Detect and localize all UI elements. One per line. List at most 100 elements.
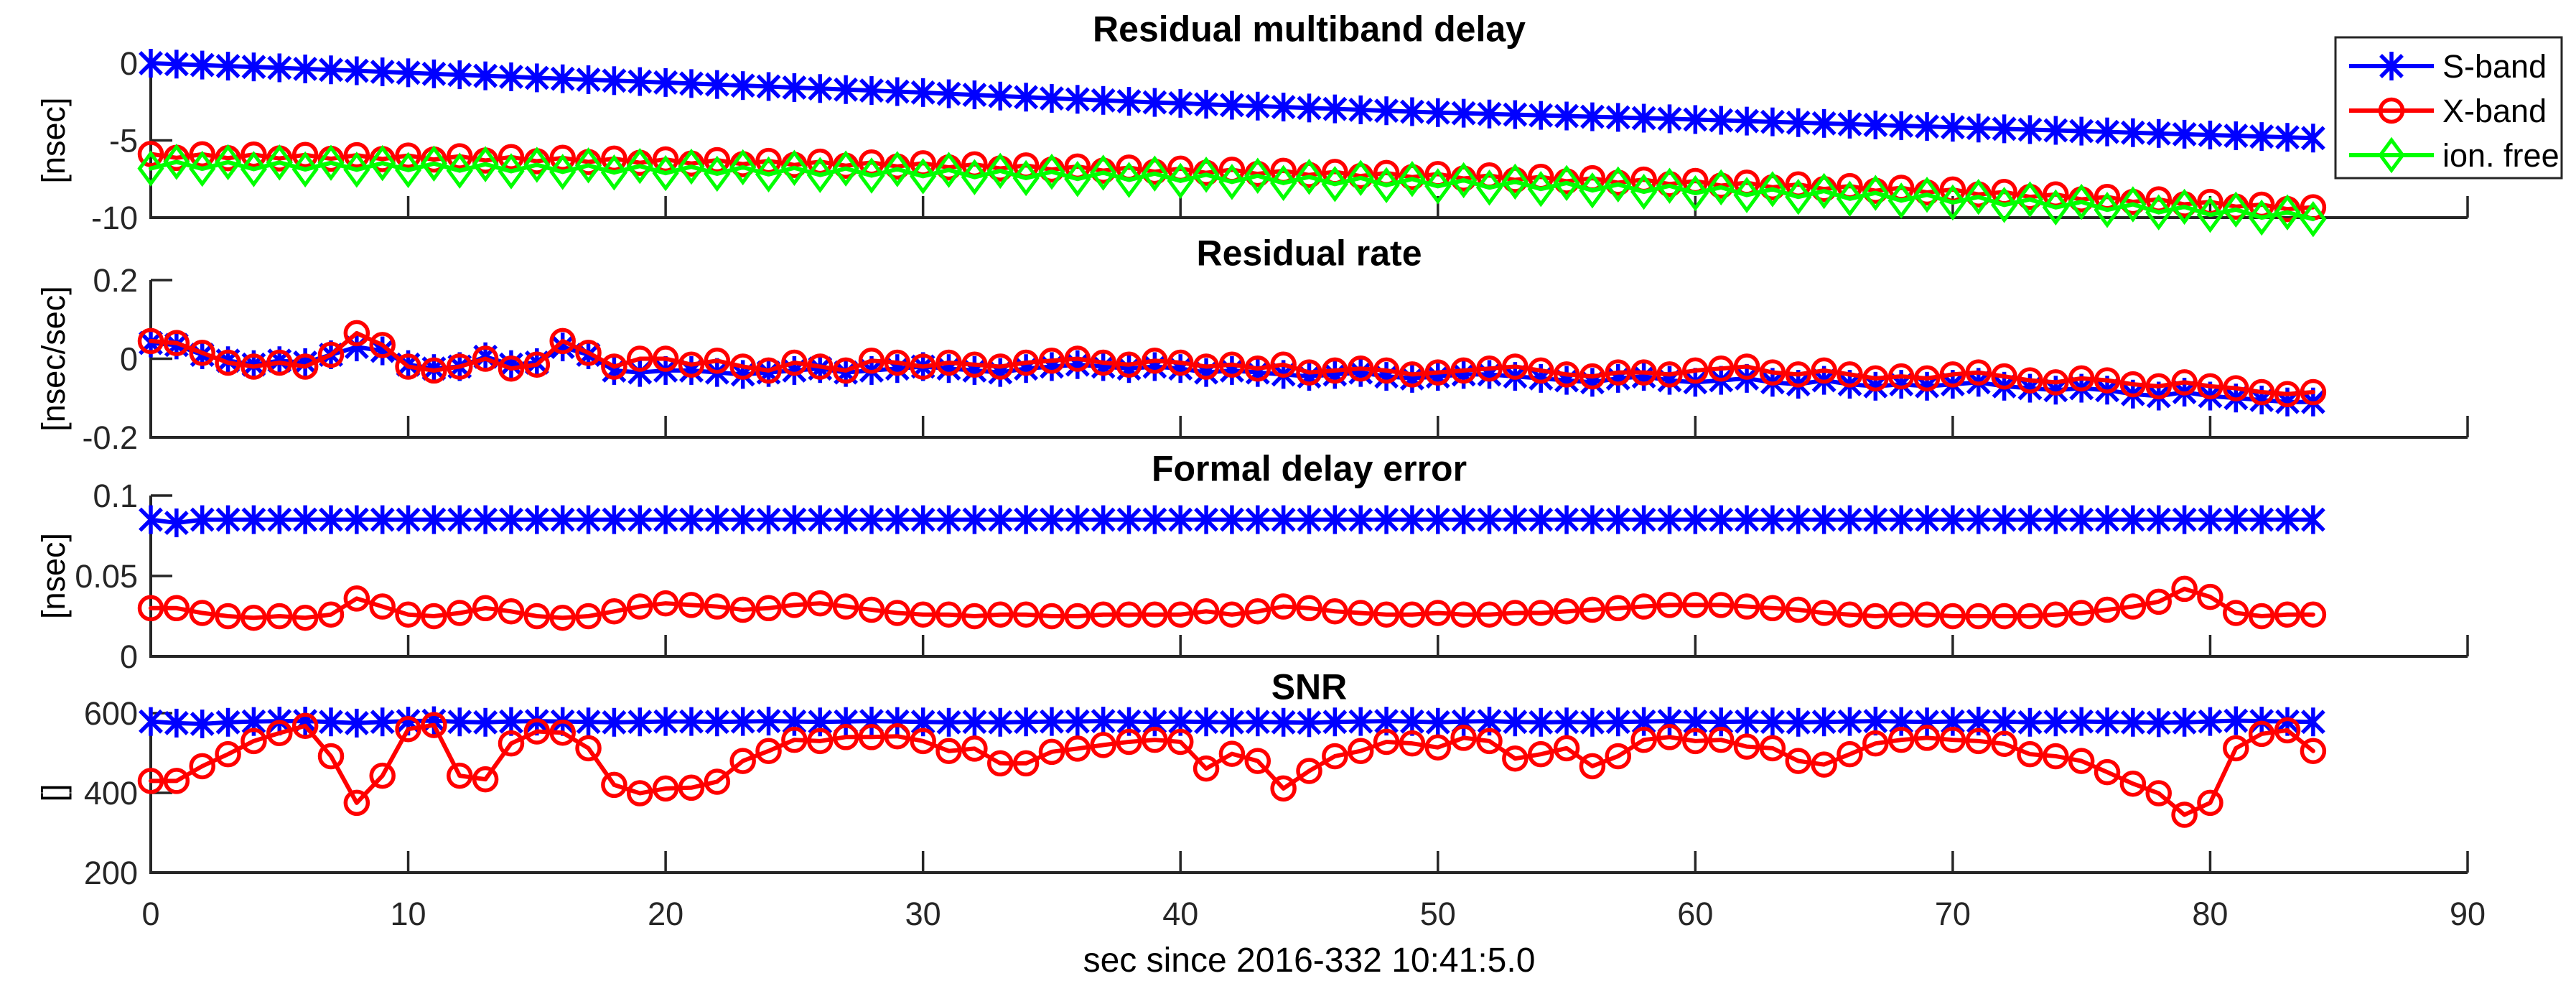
circle-marker <box>1038 738 1065 766</box>
circle-marker <box>961 351 988 378</box>
asterisk-marker <box>756 707 781 736</box>
circle-marker <box>1450 725 1477 751</box>
asterisk-marker <box>447 60 472 90</box>
y-axis-label: [] <box>35 784 72 801</box>
asterisk-marker <box>293 348 318 377</box>
circle-marker <box>1939 603 1966 630</box>
circle-marker <box>729 353 756 380</box>
diamond-marker <box>935 152 963 188</box>
circle-marker <box>2094 758 2121 786</box>
asterisk-marker <box>499 505 523 534</box>
asterisk-marker <box>936 505 961 534</box>
asterisk-marker <box>473 707 498 737</box>
circle-marker <box>1296 359 1322 386</box>
asterisk-marker <box>653 707 678 736</box>
x-tick-label: 60 <box>1677 896 1713 932</box>
circle-marker <box>1887 726 1915 753</box>
diamond-marker <box>1681 175 1709 212</box>
circle-marker <box>1939 726 1966 753</box>
diamond-marker <box>2042 189 2069 226</box>
circle-marker <box>1038 603 1065 630</box>
diamond-marker <box>1270 164 1297 202</box>
circle-marker <box>291 604 319 631</box>
circle-marker <box>1682 728 1709 755</box>
asterisk-marker <box>1863 505 1888 534</box>
diamond-marker <box>704 155 731 192</box>
asterisk-marker <box>1631 707 1656 736</box>
asterisk-marker <box>1168 505 1193 534</box>
asterisk-marker <box>1297 708 1322 738</box>
diamond-marker <box>1965 178 1992 215</box>
circle-marker <box>2119 770 2147 797</box>
circle-marker <box>2068 365 2095 392</box>
circle-marker <box>2274 717 2301 744</box>
circle-marker <box>266 349 293 376</box>
circle-marker <box>343 789 370 817</box>
asterisk-marker <box>988 505 1013 534</box>
circle-marker <box>1939 361 1966 388</box>
circle-marker <box>806 353 834 380</box>
diamond-marker <box>1836 180 1864 217</box>
asterisk-marker <box>2095 505 2119 534</box>
legend-item-ion-free: ion. free <box>2349 137 2559 174</box>
circle-marker <box>291 141 319 168</box>
asterisk-marker <box>679 707 704 736</box>
asterisk-marker <box>808 505 833 534</box>
circle-marker <box>1991 363 2017 390</box>
circle-marker <box>343 141 370 169</box>
circle-marker <box>986 353 1014 380</box>
asterisk-marker <box>1322 707 1348 737</box>
asterisk-marker <box>164 50 189 79</box>
circle-marker <box>1913 601 1941 628</box>
asterisk-marker <box>1348 358 1373 387</box>
asterisk-marker <box>447 707 472 737</box>
diamond-marker <box>1501 163 1529 200</box>
circle-marker <box>575 735 602 762</box>
asterisk-marker <box>1786 108 1811 137</box>
diamond-marker <box>626 147 653 185</box>
asterisk-marker <box>859 505 884 534</box>
circle-marker <box>215 740 241 768</box>
asterisk-marker <box>2172 119 2197 149</box>
circle-marker <box>163 330 190 356</box>
asterisk-marker <box>1992 114 2017 144</box>
circle-marker <box>1038 347 1065 374</box>
asterisk-marker <box>370 57 395 87</box>
asterisk-marker <box>1194 90 1219 119</box>
diamond-marker <box>1579 172 1606 209</box>
circle-marker <box>884 349 911 376</box>
asterisk-marker <box>1811 505 1837 534</box>
asterisk-marker <box>447 505 472 534</box>
circle-marker <box>447 762 473 789</box>
y-tick-label: 0 <box>120 340 138 377</box>
legend-label: X-band <box>2442 93 2547 129</box>
panel-title: Residual multiband delay <box>1093 9 1526 50</box>
circle-marker <box>189 600 215 626</box>
circle-marker <box>137 768 164 794</box>
asterisk-marker <box>2069 116 2094 146</box>
asterisk-marker <box>164 508 189 538</box>
circle-marker <box>1759 735 1786 762</box>
circle-marker <box>1218 601 1246 628</box>
asterisk-marker <box>2223 505 2249 534</box>
circle-marker <box>1811 357 1837 384</box>
asterisk-marker <box>1219 707 1244 737</box>
circle-marker <box>137 595 164 622</box>
diamond-marker <box>1939 184 1966 221</box>
diamond-marker <box>189 150 216 187</box>
asterisk-marker <box>2223 706 2249 735</box>
asterisk-marker <box>679 69 704 98</box>
circle-marker <box>1142 347 1168 374</box>
asterisk-marker <box>1014 505 1039 534</box>
x-axis-label: sec since 2016-332 10:41:5.0 <box>1083 942 1536 980</box>
asterisk-marker <box>1425 505 1450 534</box>
asterisk-marker <box>2300 124 2325 153</box>
x-tick-label: 0 <box>141 896 159 932</box>
asterisk-marker <box>139 49 163 78</box>
circle-marker <box>1064 345 1091 372</box>
y-tick-label: 0 <box>120 638 138 675</box>
circle-marker <box>935 601 962 628</box>
asterisk-marker <box>782 73 807 102</box>
asterisk-marker <box>319 55 343 85</box>
